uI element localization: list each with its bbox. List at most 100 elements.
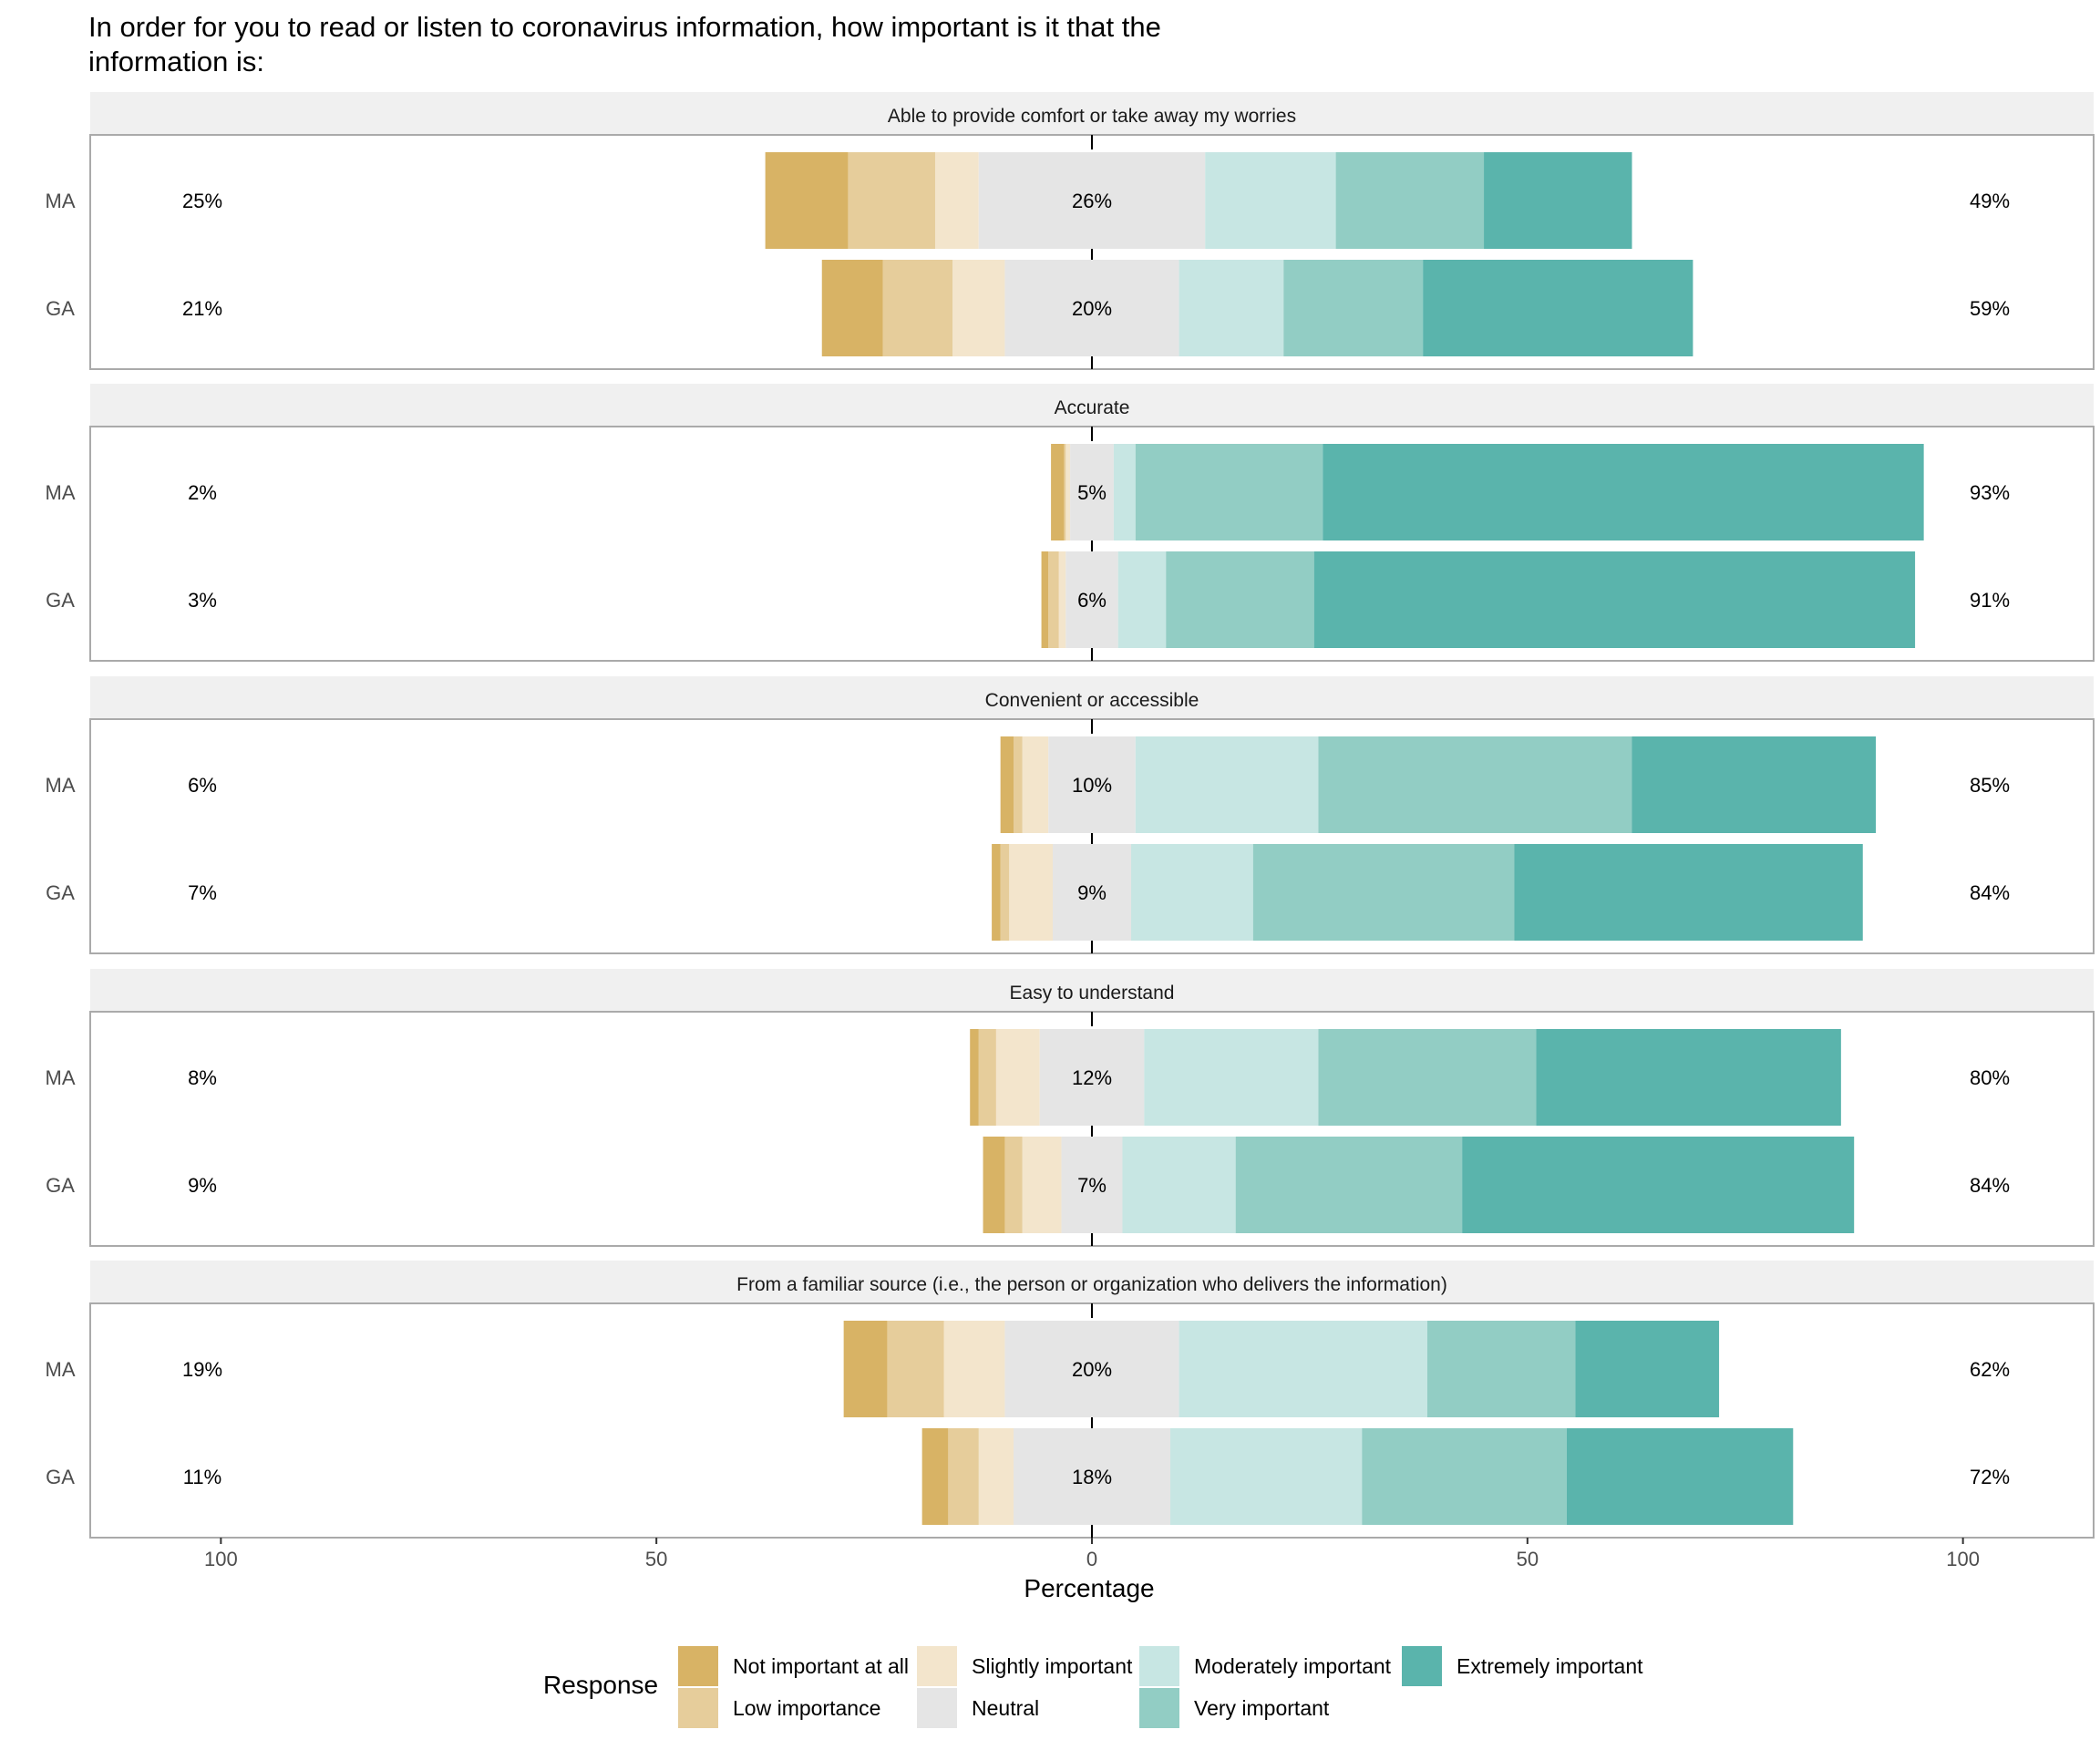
- bar-segment-extremely-important: [1536, 1029, 1841, 1126]
- high-percent-label: 72%: [1970, 1466, 2010, 1488]
- bar-segment-not-important-at-all: [843, 1321, 888, 1417]
- bar-segment-slightly-important: [934, 152, 979, 249]
- legend-label: Neutral: [972, 1696, 1039, 1720]
- bar-segment-moderately-important: [1170, 1428, 1363, 1525]
- chart-title-line-1: In order for you to read or listen to co…: [88, 11, 1161, 43]
- bar-segment-not-important-at-all: [821, 260, 883, 356]
- facet-panel-4: From a familiar source (i.e., the person…: [46, 1261, 2095, 1539]
- facet-strip-label: Convenient or accessible: [985, 690, 1199, 711]
- bar-segment-not-important-at-all: [765, 152, 849, 249]
- facet-strip: [90, 92, 2094, 135]
- bar-segment-extremely-important: [1462, 1137, 1855, 1233]
- bar-row-ma: MA 2% 5% 93%: [46, 444, 2010, 540]
- bar-segment-moderately-important: [1179, 260, 1284, 356]
- legend-swatch: [1139, 1646, 1179, 1686]
- facet-strip: [90, 676, 2094, 719]
- high-percent-label: 84%: [1970, 1174, 2010, 1197]
- bar-segment-not-important-at-all: [1051, 444, 1065, 540]
- chart-title-line-2: information is:: [88, 46, 264, 77]
- bar-segment-neutral: [1039, 1029, 1145, 1126]
- facet-panels: Able to provide comfort or take away my …: [46, 92, 2095, 1539]
- neutral-percent-label: 10%: [1072, 774, 1112, 797]
- bar-segment-slightly-important: [1065, 444, 1071, 540]
- neutral-percent-label: 9%: [1077, 881, 1107, 904]
- legend-swatch: [917, 1688, 957, 1728]
- bar-segment-very-important: [1362, 1428, 1567, 1525]
- neutral-percent-label: 7%: [1077, 1174, 1107, 1197]
- bar-segment-moderately-important: [1135, 736, 1319, 833]
- bar-segment-moderately-important: [1122, 1137, 1236, 1233]
- legend-swatch: [678, 1646, 718, 1686]
- bar-segment-low-importance: [1048, 551, 1059, 648]
- high-percent-label: 93%: [1970, 481, 2010, 504]
- bar-segment-moderately-important: [1113, 444, 1136, 540]
- facet-strip-label: Accurate: [1055, 397, 1130, 418]
- bar-segment-low-importance: [1064, 444, 1066, 540]
- x-tick-label: 100: [1946, 1548, 1980, 1570]
- bar-segment-not-important-at-all: [921, 1428, 949, 1525]
- high-percent-label: 84%: [1970, 881, 2010, 904]
- bar-segment-extremely-important: [1323, 444, 1924, 540]
- bar-segment-moderately-important: [1144, 1029, 1319, 1126]
- neutral-percent-label: 26%: [1072, 190, 1112, 212]
- x-tick-label: 100: [204, 1548, 238, 1570]
- bar-segment-extremely-important: [1575, 1321, 1720, 1417]
- bar-row-ma: MA 8% 12% 80%: [46, 1029, 2010, 1126]
- low-percent-label: 21%: [182, 297, 222, 320]
- bar-segment-very-important: [1235, 1137, 1463, 1233]
- bar-segment-moderately-important: [1131, 844, 1253, 941]
- bar-segment-neutral: [978, 152, 1206, 249]
- bar-row-ga: GA 3% 6% 91%: [46, 551, 2010, 648]
- facet-strip: [90, 1261, 2094, 1303]
- bar-row-ma: MA 19% 20% 62%: [46, 1321, 2010, 1417]
- bar-segment-neutral: [1070, 444, 1114, 540]
- bar-segment-low-importance: [848, 152, 935, 249]
- legend-swatch: [917, 1646, 957, 1686]
- legend-swatch: [678, 1688, 718, 1728]
- bar-segment-neutral: [1065, 551, 1118, 648]
- row-group-label: MA: [46, 481, 76, 504]
- low-percent-label: 9%: [188, 1174, 217, 1197]
- bar-segment-not-important-at-all: [983, 1137, 1005, 1233]
- bar-segment-very-important: [1166, 551, 1314, 648]
- legend-label: Very important: [1194, 1696, 1330, 1720]
- row-group-label: GA: [46, 1174, 75, 1197]
- bar-segment-neutral: [1004, 1321, 1179, 1417]
- legend-label: Moderately important: [1194, 1654, 1392, 1678]
- bar-segment-moderately-important: [1205, 152, 1336, 249]
- high-percent-label: 80%: [1970, 1066, 2010, 1089]
- bar-segment-very-important: [1318, 1029, 1537, 1126]
- low-percent-label: 8%: [188, 1066, 217, 1089]
- facet-panel-1: Accurate MA 2% 5% 93% GA 3% 6% 91%: [46, 384, 2095, 662]
- neutral-percent-label: 6%: [1077, 589, 1107, 612]
- facet-panel-0: Able to provide comfort or take away my …: [46, 92, 2095, 370]
- bar-segment-extremely-important: [1632, 736, 1877, 833]
- bar-segment-low-importance: [978, 1029, 996, 1126]
- bar-segment-slightly-important: [943, 1321, 1005, 1417]
- row-group-label: MA: [46, 190, 76, 212]
- bar-segment-extremely-important: [1423, 260, 1693, 356]
- bar-segment-not-important-at-all: [992, 844, 1001, 941]
- row-group-label: GA: [46, 1466, 75, 1488]
- high-percent-label: 91%: [1970, 589, 2010, 612]
- x-axis: 100 50 0 50 100: [204, 1538, 1980, 1570]
- neutral-percent-label: 5%: [1077, 481, 1107, 504]
- neutral-percent-label: 18%: [1072, 1466, 1112, 1488]
- bar-segment-very-important: [1252, 844, 1515, 941]
- low-percent-label: 7%: [188, 881, 217, 904]
- row-group-label: GA: [46, 589, 75, 612]
- bar-segment-extremely-important: [1484, 152, 1632, 249]
- high-percent-label: 59%: [1970, 297, 2010, 320]
- bar-segment-neutral: [1061, 1137, 1123, 1233]
- bar-segment-low-importance: [948, 1428, 979, 1525]
- low-percent-label: 19%: [182, 1358, 222, 1381]
- high-percent-label: 49%: [1970, 190, 2010, 212]
- bar-segment-extremely-important: [1514, 844, 1863, 941]
- facet-strip: [90, 969, 2094, 1012]
- bar-segment-very-important: [1335, 152, 1485, 249]
- bar-segment-not-important-at-all: [1000, 736, 1014, 833]
- legend: Response Not important at all Low importa…: [543, 1646, 1643, 1728]
- bar-row-ma: MA 25% 26% 49%: [46, 152, 2010, 249]
- legend-title: Response: [543, 1671, 658, 1699]
- bar-row-ga: GA 11% 18% 72%: [46, 1428, 2010, 1525]
